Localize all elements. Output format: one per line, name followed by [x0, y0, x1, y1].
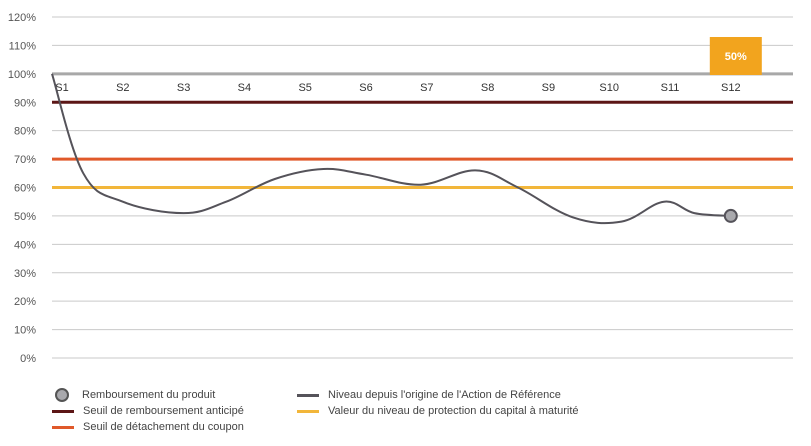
- legend-item-seuil-coupon: Seuil de détachement du coupon: [52, 418, 244, 436]
- x-tick-label: S5: [298, 82, 311, 94]
- legend: Remboursement du produit Seuil de rembou…: [52, 386, 792, 438]
- legend-line-swatch: [297, 409, 319, 413]
- y-tick-label: 0%: [20, 353, 36, 365]
- x-axis: S1 S2 S3 S4 S5 S6 S7 S8 S9 S10 S11 S12: [55, 82, 740, 94]
- x-tick-label: S3: [177, 82, 190, 94]
- legend-label: Seuil de détachement du coupon: [83, 421, 244, 433]
- y-tick-label: 100%: [8, 69, 36, 81]
- legend-line-swatch: [52, 425, 74, 429]
- y-axis: 120% 110% 100% 90% 80% 70% 60% 50% 40% 30% 20% 10% 0…: [8, 12, 36, 365]
- legend-label: Remboursement du produit: [82, 389, 216, 401]
- end-value-label: 50%: [709, 37, 762, 75]
- x-tick-label: S9: [542, 82, 555, 94]
- legend-label: Niveau depuis l'origine de l'Action de R…: [328, 389, 561, 401]
- legend-item-niveau: Niveau depuis l'origine de l'Action de R…: [297, 386, 561, 404]
- legend-label: Valeur du niveau de protection du capita…: [328, 405, 579, 417]
- y-tick-label: 120%: [8, 12, 36, 24]
- x-tick-label: S7: [420, 82, 433, 94]
- y-tick-label: 90%: [14, 97, 36, 109]
- legend-item-seuil-remboursement: Seuil de remboursement anticipé: [52, 402, 244, 420]
- threshold-lines: [52, 72, 793, 189]
- end-value-text: 50%: [725, 51, 747, 63]
- y-tick-label: 20%: [14, 296, 36, 308]
- x-tick-label: S2: [116, 82, 129, 94]
- x-tick-label: S6: [359, 82, 372, 94]
- end-value-box: [709, 37, 762, 75]
- y-tick-label: 80%: [14, 126, 36, 138]
- end-marker-dot: [723, 208, 738, 223]
- x-tick-label: S10: [599, 82, 619, 94]
- y-tick-label: 30%: [14, 268, 36, 280]
- legend-item-protection: Valeur du niveau de protection du capita…: [297, 402, 579, 420]
- series-line-niveau: [51, 73, 731, 225]
- y-tick-label: 10%: [14, 325, 36, 337]
- x-tick-label: S8: [481, 82, 494, 94]
- legend-line-swatch: [297, 393, 319, 397]
- y-tick-label: 40%: [14, 239, 36, 251]
- x-tick-label: S1: [55, 82, 68, 94]
- y-tick-label: 50%: [14, 211, 36, 223]
- legend-item-remboursement: Remboursement du produit: [52, 386, 215, 404]
- y-tick-label: 110%: [9, 40, 37, 52]
- legend-line-swatch: [52, 409, 74, 413]
- x-tick-label: S4: [238, 82, 251, 94]
- legend-label: Seuil de remboursement anticipé: [83, 405, 244, 417]
- y-tick-label: 70%: [14, 154, 36, 166]
- x-tick-label: S12: [721, 82, 741, 94]
- y-tick-label: 60%: [14, 183, 36, 195]
- legend-marker-dot-icon: [55, 388, 69, 402]
- x-tick-label: S11: [661, 82, 680, 94]
